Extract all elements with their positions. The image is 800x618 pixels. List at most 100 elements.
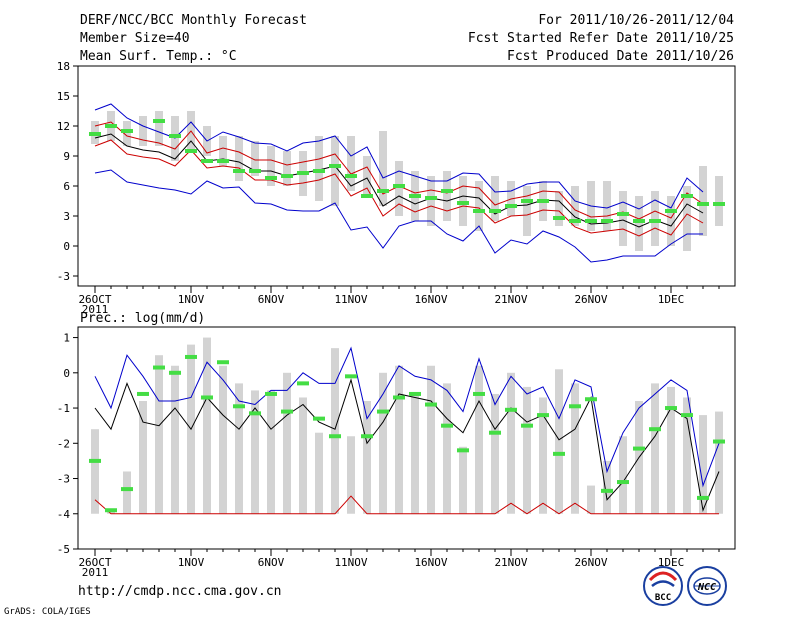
y-tick-label: -3: [57, 473, 70, 486]
x-tick-label: 1NOV: [178, 293, 205, 306]
x-tick-label: 16NOV: [414, 556, 447, 569]
x-tick-label: 6NOV: [258, 556, 285, 569]
bcc-logo-text: BCC: [655, 593, 671, 603]
x-tick-label: 26NOV: [574, 293, 607, 306]
observation-marker: [521, 423, 533, 428]
lower-bound-line: [94, 169, 703, 263]
spread-box: [555, 191, 563, 226]
y-tick-label: -2: [57, 437, 70, 450]
source-url[interactable]: http://cmdp.ncc.cma.gov.cn: [78, 584, 282, 599]
observation-marker: [393, 184, 405, 188]
y-tick-label: 12: [57, 120, 70, 133]
observation-marker: [505, 407, 517, 412]
spread-box: [139, 401, 147, 514]
y-tick-label: 3: [63, 210, 70, 223]
spread-box: [507, 372, 515, 514]
spread-box: [651, 383, 659, 514]
y-tick-label: -4: [57, 508, 71, 521]
observation-marker: [585, 219, 597, 223]
observation-marker: [233, 404, 245, 409]
chart-title: DERF/NCC/BCC Monthly Forecast: [80, 13, 307, 28]
observation-marker: [665, 406, 677, 411]
bcc-logo: BCC: [643, 566, 683, 606]
observation-marker: [185, 354, 197, 359]
ncc-logo: NCC: [687, 566, 727, 606]
x-tick-label: 26OCT: [78, 556, 111, 569]
minimum-line: [94, 495, 719, 515]
observation-marker: [169, 370, 181, 375]
observation-marker: [633, 219, 645, 223]
observation-marker: [89, 132, 101, 136]
observation-marker: [361, 194, 373, 198]
observation-marker: [201, 395, 213, 400]
spread-box: [299, 397, 307, 514]
x-tick-label: 21NOV: [494, 556, 527, 569]
observation-marker: [281, 409, 293, 414]
refer-date: Fcst Started Refer Date 2011/10/25: [468, 31, 734, 46]
observation-marker: [329, 434, 341, 439]
observation-marker: [521, 199, 533, 203]
spread-box: [635, 196, 643, 251]
precip-panel-title: Prec.: log(mm/d): [80, 311, 205, 326]
spread-box: [699, 166, 707, 236]
x-year-label: 2011: [82, 566, 109, 579]
observation-marker: [713, 202, 725, 206]
x-tick-label: 1DEC: [658, 556, 685, 569]
observation-marker: [473, 209, 485, 213]
spread-box: [619, 191, 627, 246]
grads-credit: GrADS: COLA/IGES: [4, 607, 91, 617]
observation-marker: [105, 508, 117, 513]
spread-box: [379, 131, 387, 206]
spread-box: [491, 176, 499, 221]
observation-marker: [249, 169, 261, 173]
spread-box: [331, 348, 339, 514]
spread-box: [235, 136, 243, 181]
observation-marker: [633, 446, 645, 451]
x-tick-label: 26OCT: [78, 293, 111, 306]
spread-box: [155, 355, 163, 514]
observation-marker: [649, 427, 661, 432]
observation-marker: [585, 397, 597, 402]
spread-box: [683, 186, 691, 251]
spread-box: [555, 369, 563, 514]
spread-box: [219, 365, 227, 514]
spread-box: [587, 485, 595, 514]
variable-label: Mean Surf. Temp.: °C: [80, 49, 237, 64]
spread-box: [683, 397, 691, 514]
observation-marker: [681, 413, 693, 418]
ncc-logo-text: NCC: [697, 582, 716, 593]
spread-box: [427, 176, 435, 226]
spread-box: [395, 161, 403, 216]
x-tick-label: 26NOV: [574, 556, 607, 569]
y-tick-label: -5: [57, 543, 70, 556]
observation-marker: [441, 189, 453, 193]
observation-marker: [681, 194, 693, 198]
observation-marker: [297, 171, 309, 175]
spread-box: [475, 181, 483, 231]
x-tick-label: 6NOV: [258, 293, 285, 306]
observation-marker: [425, 402, 437, 407]
x-tick-label: 16NOV: [414, 293, 447, 306]
y-tick-label: 0: [63, 240, 70, 253]
observation-marker: [409, 194, 421, 198]
spread-box: [459, 446, 467, 514]
observation-marker: [329, 164, 341, 168]
observation-marker: [377, 409, 389, 414]
spread-box: [523, 186, 531, 236]
spread-box: [267, 146, 275, 186]
temperature-panel: -3 0 3 6 9 12 15 18 26OCT 1NOV 6NOV 11NOV 16NOV 21NOV…: [57, 60, 736, 316]
spread-box: [411, 393, 419, 514]
forecast-period: For 2011/10/26-2011/12/04: [538, 13, 734, 28]
observation-marker: [345, 174, 357, 178]
observation-marker: [105, 124, 117, 128]
spread-box: [523, 386, 531, 514]
precipitation-panel: -5 -4 -3 -2 -1 0 1 26OCT 1NOV 6NOV 11NOV 16NOV 21NOV…: [57, 326, 736, 579]
observation-marker: [281, 174, 293, 178]
observation-marker: [153, 119, 165, 123]
spread-box: [347, 136, 355, 191]
spread-box: [363, 156, 371, 196]
observation-marker: [409, 391, 421, 396]
spread-box: [603, 181, 611, 231]
y-tick-label: 0: [63, 367, 70, 380]
observation-marker: [121, 129, 133, 133]
